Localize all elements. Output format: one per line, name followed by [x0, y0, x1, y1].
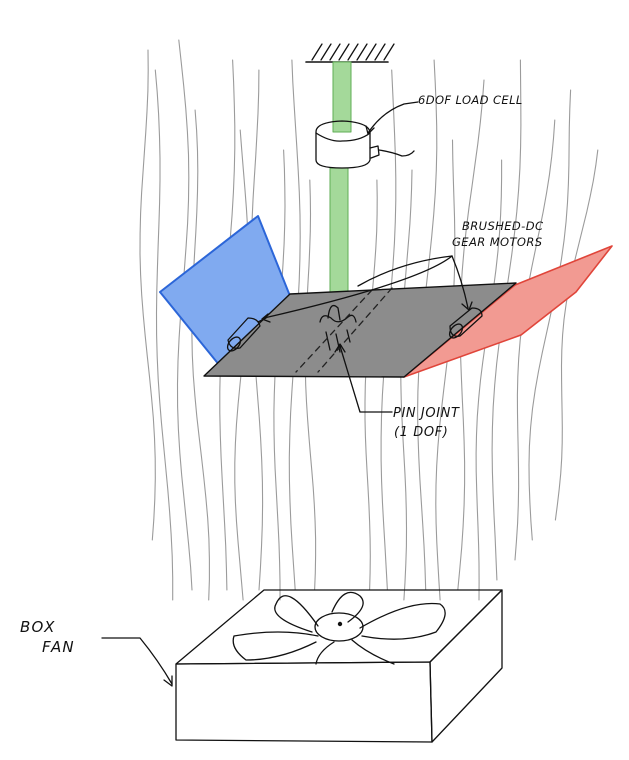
- box-fan-label-line1: BOX: [20, 618, 56, 636]
- ceiling-mount: [305, 43, 395, 63]
- support-rod: [329, 61, 352, 319]
- ceiling-hatch-mark: [338, 43, 350, 61]
- ceiling-hatch-mark: [311, 43, 323, 61]
- ceiling-hatch-mark: [329, 43, 341, 61]
- box-fan-label-line2: FAN: [42, 638, 75, 656]
- airflow-line: [528, 89, 572, 541]
- airflow-line: [154, 69, 174, 601]
- right-flap: [403, 245, 613, 378]
- right-motor: [448, 307, 483, 339]
- airflow-line: [364, 179, 378, 591]
- load-cell: [315, 120, 415, 169]
- load-cell-label: 6DOF LOAD CELL: [418, 93, 523, 107]
- left-motor: [226, 317, 267, 352]
- leader-lines: [101, 101, 473, 687]
- airflow-line: [475, 159, 503, 601]
- pin-joint: [319, 304, 357, 353]
- airflow-line: [435, 139, 456, 601]
- airflow-line: [304, 179, 317, 591]
- ceiling-hatch-mark: [374, 43, 386, 61]
- hinge-lines: [295, 287, 393, 373]
- airflow-line: [554, 149, 599, 521]
- pin-joint-label-line2: (1 DOF): [394, 425, 448, 440]
- ceiling-hatch-mark: [347, 43, 359, 61]
- pin-joint-label-line1: PIN JOINT: [393, 406, 460, 421]
- motors-label-line1: BRUSHED-DC: [462, 219, 543, 233]
- ceiling-hatch-mark: [356, 43, 368, 61]
- ceiling-hatch-mark: [320, 43, 332, 61]
- airflow-line: [191, 109, 210, 601]
- airflow-line: [400, 169, 413, 601]
- airflow-line: [514, 119, 556, 561]
- airflow-line: [139, 49, 156, 541]
- box-fan: [175, 589, 503, 743]
- ceiling-hatch-mark: [365, 43, 377, 61]
- motors-label-line2: GEAR MOTORS: [452, 235, 542, 249]
- ceiling-hatch-mark: [383, 43, 395, 61]
- center-plate: [203, 282, 517, 378]
